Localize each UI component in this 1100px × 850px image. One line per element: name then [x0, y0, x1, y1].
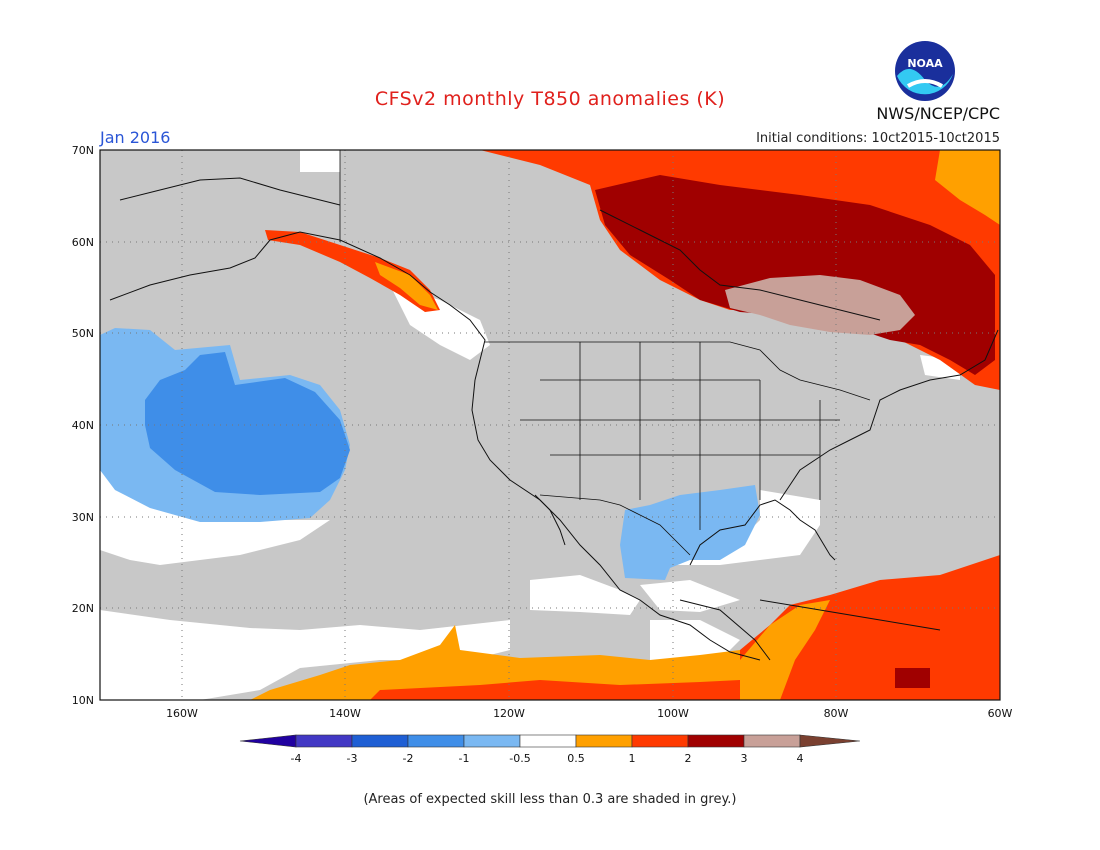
- tropical-pacific-warm-band: [370, 680, 740, 700]
- pacific-cold-anomaly: [100, 328, 350, 522]
- lat-label: 60N: [72, 236, 94, 249]
- legend-tick: -2: [403, 752, 414, 765]
- lon-label: 120W: [493, 707, 525, 720]
- tropical-pacific-moderate-band: [250, 625, 740, 700]
- map-frame: [99, 149, 1001, 701]
- gulf-cold-anomaly: [620, 485, 760, 580]
- legend-tick: -1: [459, 752, 470, 765]
- lat-label: 70N: [72, 144, 94, 157]
- legend-tick: 4: [797, 752, 804, 765]
- caribbean-warm-anomaly: [735, 555, 1000, 700]
- lon-label: 80W: [824, 707, 849, 720]
- legend-swatch: [575, 734, 633, 748]
- lat-label: 20N: [72, 602, 94, 615]
- lon-label: 140W: [329, 707, 361, 720]
- legend-swatch: [631, 734, 689, 748]
- lon-label: 100W: [657, 707, 689, 720]
- legend-ticks: -4 -3 -2 -1 -0.5 0.5 1 2 3 4: [291, 752, 804, 765]
- initial-conditions: Initial conditions: 10ct2015-10ct2015: [756, 131, 1000, 146]
- lon-label: 60W: [988, 707, 1013, 720]
- latitude-labels: 70N 60N 50N 40N 30N 20N 10N: [72, 144, 94, 707]
- legend-tick: -0.5: [509, 752, 530, 765]
- legend-bar: [239, 734, 861, 748]
- legend-swatch: [351, 734, 409, 748]
- alaska-moderate-strip: [375, 262, 438, 310]
- lat-label: 10N: [72, 694, 94, 707]
- legend-tick: -4: [291, 752, 302, 765]
- lat-label: 30N: [72, 511, 94, 524]
- map-gridlines: [100, 150, 1000, 700]
- alaska-warm-strip: [265, 230, 440, 312]
- logo-text: NOAA: [907, 57, 943, 70]
- legend-tick: 1: [629, 752, 636, 765]
- noaa-logo: NOAA: [895, 41, 955, 101]
- longitude-labels: 160W 140W 120W 100W 80W 60W: [166, 707, 1012, 720]
- lon-label: 160W: [166, 707, 198, 720]
- skill-footnote: (Areas of expected skill less than 0.3 a…: [363, 792, 737, 807]
- legend-swatch: [295, 734, 353, 748]
- labrador-moderate-anomaly: [935, 150, 1000, 225]
- caribbean-moderate-anomaly: [740, 600, 830, 700]
- legend-swatch: [687, 734, 745, 748]
- legend-tick: -3: [347, 752, 358, 765]
- color-legend: -4 -3 -2 -1 -0.5 0.5 1 2 3 4: [239, 734, 861, 765]
- lat-label: 50N: [72, 327, 94, 340]
- borders: [339, 150, 871, 556]
- legend-swatch: [519, 734, 577, 748]
- lat-label: 40N: [72, 419, 94, 432]
- legend-tick: 3: [741, 752, 748, 765]
- legend-tick: 0.5: [567, 752, 585, 765]
- legend-swatch: [743, 734, 801, 748]
- agency-label: NWS/NCEP/CPC: [876, 104, 1000, 123]
- legend-arrow-high: [799, 734, 861, 748]
- map-title: CFSv2 monthly T850 anomalies (K): [374, 88, 726, 110]
- legend-swatch: [407, 734, 465, 748]
- legend-swatch: [463, 734, 521, 748]
- legend-tick: 2: [685, 752, 692, 765]
- forecast-month: Jan 2016: [100, 128, 171, 147]
- caribbean-strong-spot: [895, 668, 930, 688]
- anomaly-map: 70N 60N 50N 40N 30N 20N 10N 160W 140W 12…: [72, 144, 1013, 720]
- legend-arrow-low: [239, 734, 297, 748]
